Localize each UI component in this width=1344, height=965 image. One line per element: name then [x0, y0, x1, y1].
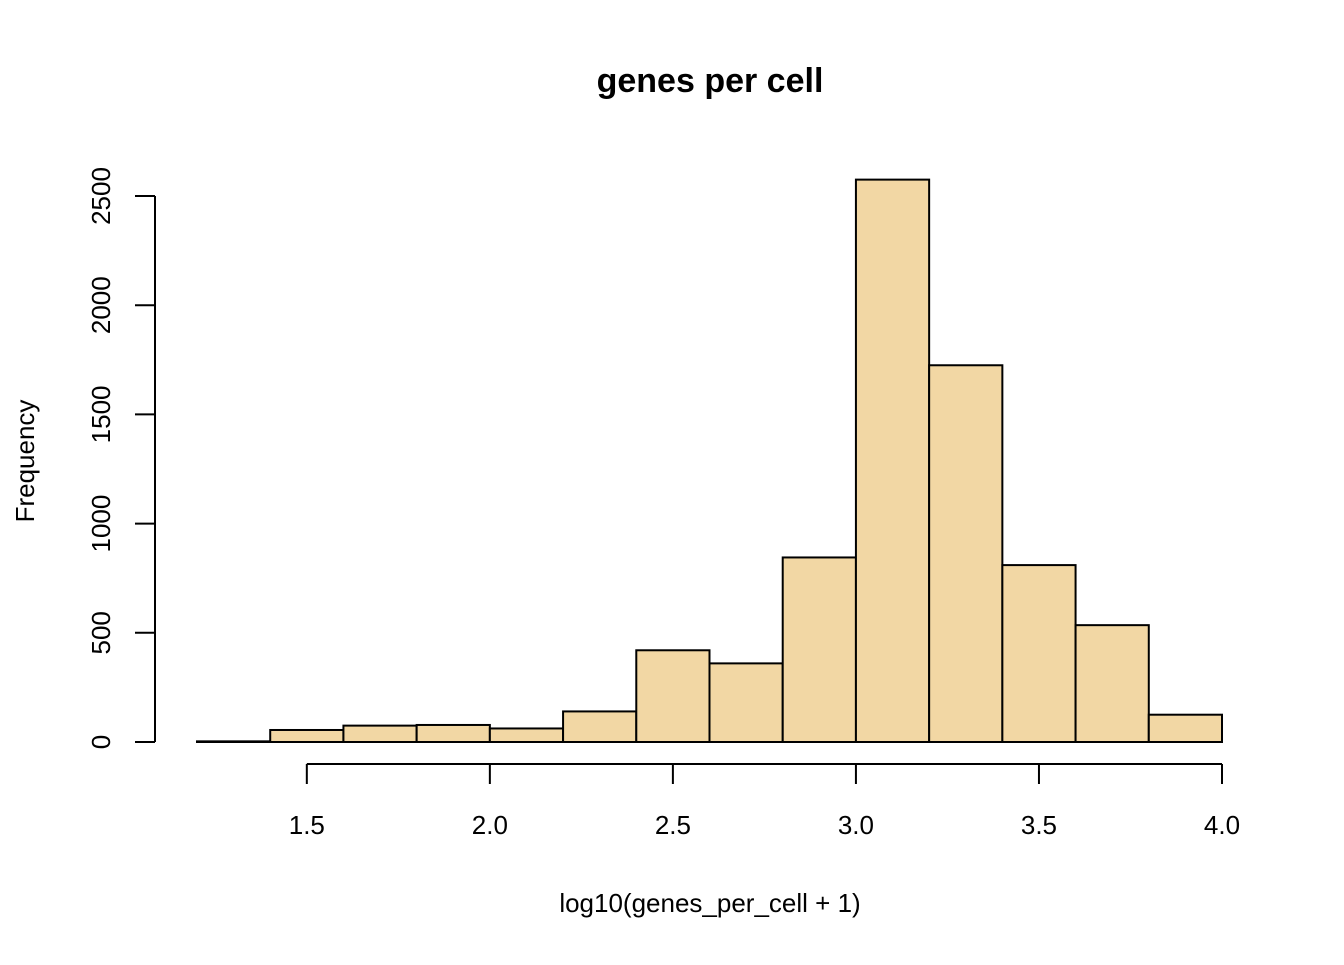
- histogram-bar: [635, 649, 711, 743]
- x-axis: 1.5 2.0 2.5 3.0 3.5 4.0: [289, 763, 1240, 840]
- histogram-bar: [928, 364, 1004, 743]
- x-tick-label: 3.5: [1021, 810, 1057, 840]
- histogram-bar: [342, 724, 418, 743]
- y-tick-label: 1500: [86, 385, 116, 443]
- y-axis: 0 500 1000 1500 2000 2500: [86, 167, 156, 749]
- y-tick-label: 2000: [86, 276, 116, 334]
- histogram-bar: [1001, 564, 1077, 744]
- histogram-bar: [562, 710, 638, 744]
- x-tick-label: 2.5: [655, 810, 691, 840]
- histogram-bar: [269, 728, 345, 743]
- histogram-bar: [708, 662, 784, 743]
- x-tick-label: 4.0: [1204, 810, 1240, 840]
- x-tick-label: 1.5: [289, 810, 325, 840]
- y-axis-label: Frequency: [10, 400, 40, 523]
- histogram-bar: [1147, 713, 1224, 744]
- y-tick-label: 0: [86, 735, 116, 749]
- histogram-bars: [196, 178, 1224, 744]
- histogram-bar: [488, 727, 565, 744]
- histogram-bar: [854, 178, 931, 743]
- histogram-bar: [415, 723, 491, 743]
- y-tick-label: 2500: [86, 167, 116, 225]
- histogram-bar: [781, 556, 857, 744]
- y-tick-label: 500: [86, 611, 116, 654]
- x-tick-label: 2.0: [472, 810, 508, 840]
- histogram-bar: [196, 740, 272, 743]
- x-tick-label: 3.0: [838, 810, 874, 840]
- y-tick-label: 1000: [86, 495, 116, 553]
- x-axis-label: log10(genes_per_cell + 1): [559, 888, 860, 918]
- histogram-bar: [1074, 624, 1150, 744]
- chart-title: genes per cell: [597, 62, 824, 100]
